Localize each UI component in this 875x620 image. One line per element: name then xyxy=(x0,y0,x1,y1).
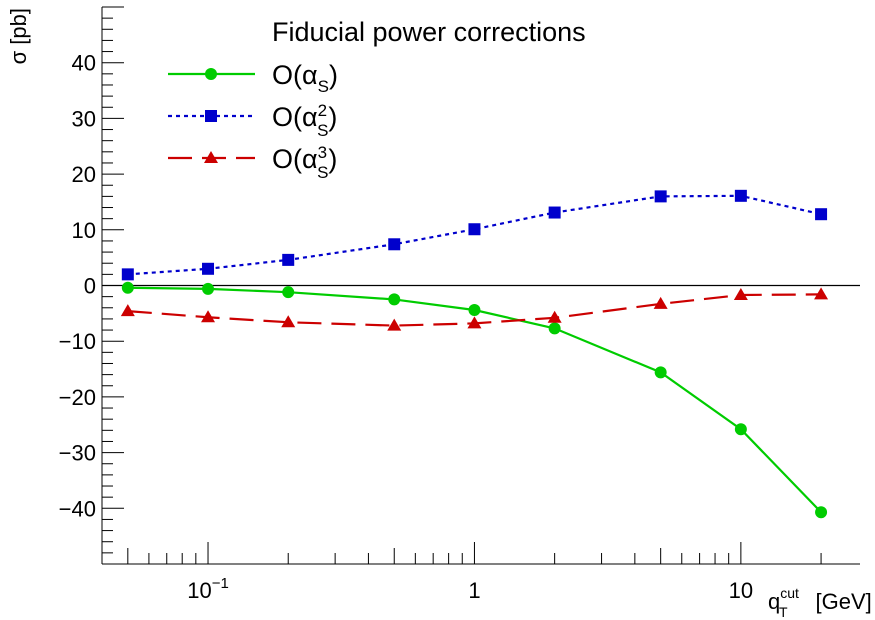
axes: 40 30 20 10 0 −10 −20 −30 −40 10−1 1 10 xyxy=(59,6,860,603)
legend-marker-3 xyxy=(204,151,218,163)
data-point xyxy=(388,238,401,251)
legend-label-2: O(α2 S) xyxy=(272,101,337,140)
data-point xyxy=(548,322,561,335)
x-axis-label: qcut T [GeV] xyxy=(768,585,872,620)
y-tick-label: −40 xyxy=(59,496,96,521)
series-1 xyxy=(121,281,828,519)
data-point xyxy=(121,281,134,294)
legend-marker-1 xyxy=(205,68,217,80)
data-point xyxy=(815,506,828,519)
data-point xyxy=(282,286,295,299)
data-point xyxy=(467,316,482,329)
legend-label-1: O(αS) xyxy=(272,60,338,96)
data-point xyxy=(120,304,135,317)
data-point xyxy=(121,268,134,281)
series-2 xyxy=(121,189,828,281)
legend-title: Fiducial power corrections xyxy=(272,17,586,47)
y-tick-label: 20 xyxy=(72,162,96,187)
x-tick-label: 10−1 xyxy=(187,575,229,603)
data-point xyxy=(654,366,667,379)
data-point xyxy=(815,208,828,221)
y-axis-label: σ [pb] xyxy=(6,8,31,64)
data-point xyxy=(468,223,481,236)
y-tick-label: 40 xyxy=(72,51,96,76)
y-tick-label: 30 xyxy=(72,106,96,131)
data-point xyxy=(654,190,667,203)
y-tick-label: 0 xyxy=(84,274,96,299)
data-point xyxy=(282,253,295,266)
y-tick-label: 10 xyxy=(72,218,96,243)
data-point xyxy=(733,287,748,300)
data-point xyxy=(202,262,215,275)
data-point xyxy=(548,206,561,219)
data-point xyxy=(202,282,215,295)
y-tick-label: −20 xyxy=(59,385,96,410)
data-point xyxy=(201,310,216,323)
series-line xyxy=(127,194,822,276)
series-3 xyxy=(120,287,829,331)
x-tick-label: 10 xyxy=(729,578,753,603)
legend-marker-2 xyxy=(205,110,217,122)
axis-labels: σ [pb] qcut T [GeV] xyxy=(6,8,872,620)
data-point xyxy=(388,293,401,306)
series-group xyxy=(120,189,829,519)
legend-label-3: O(α3 S) xyxy=(272,143,337,182)
y-tick-label: −30 xyxy=(59,441,96,466)
data-point xyxy=(653,296,668,309)
data-point xyxy=(547,310,562,323)
data-point xyxy=(281,315,296,328)
legend: Fiducial power corrections O(αS) O(α2 S)O(α… xyxy=(168,17,586,182)
data-point xyxy=(814,287,829,300)
data-point xyxy=(734,423,747,436)
x-tick-label: 1 xyxy=(468,578,480,603)
data-point xyxy=(468,304,481,317)
data-point xyxy=(734,189,747,202)
data-point xyxy=(387,318,402,331)
y-tick-label: −10 xyxy=(59,329,96,354)
